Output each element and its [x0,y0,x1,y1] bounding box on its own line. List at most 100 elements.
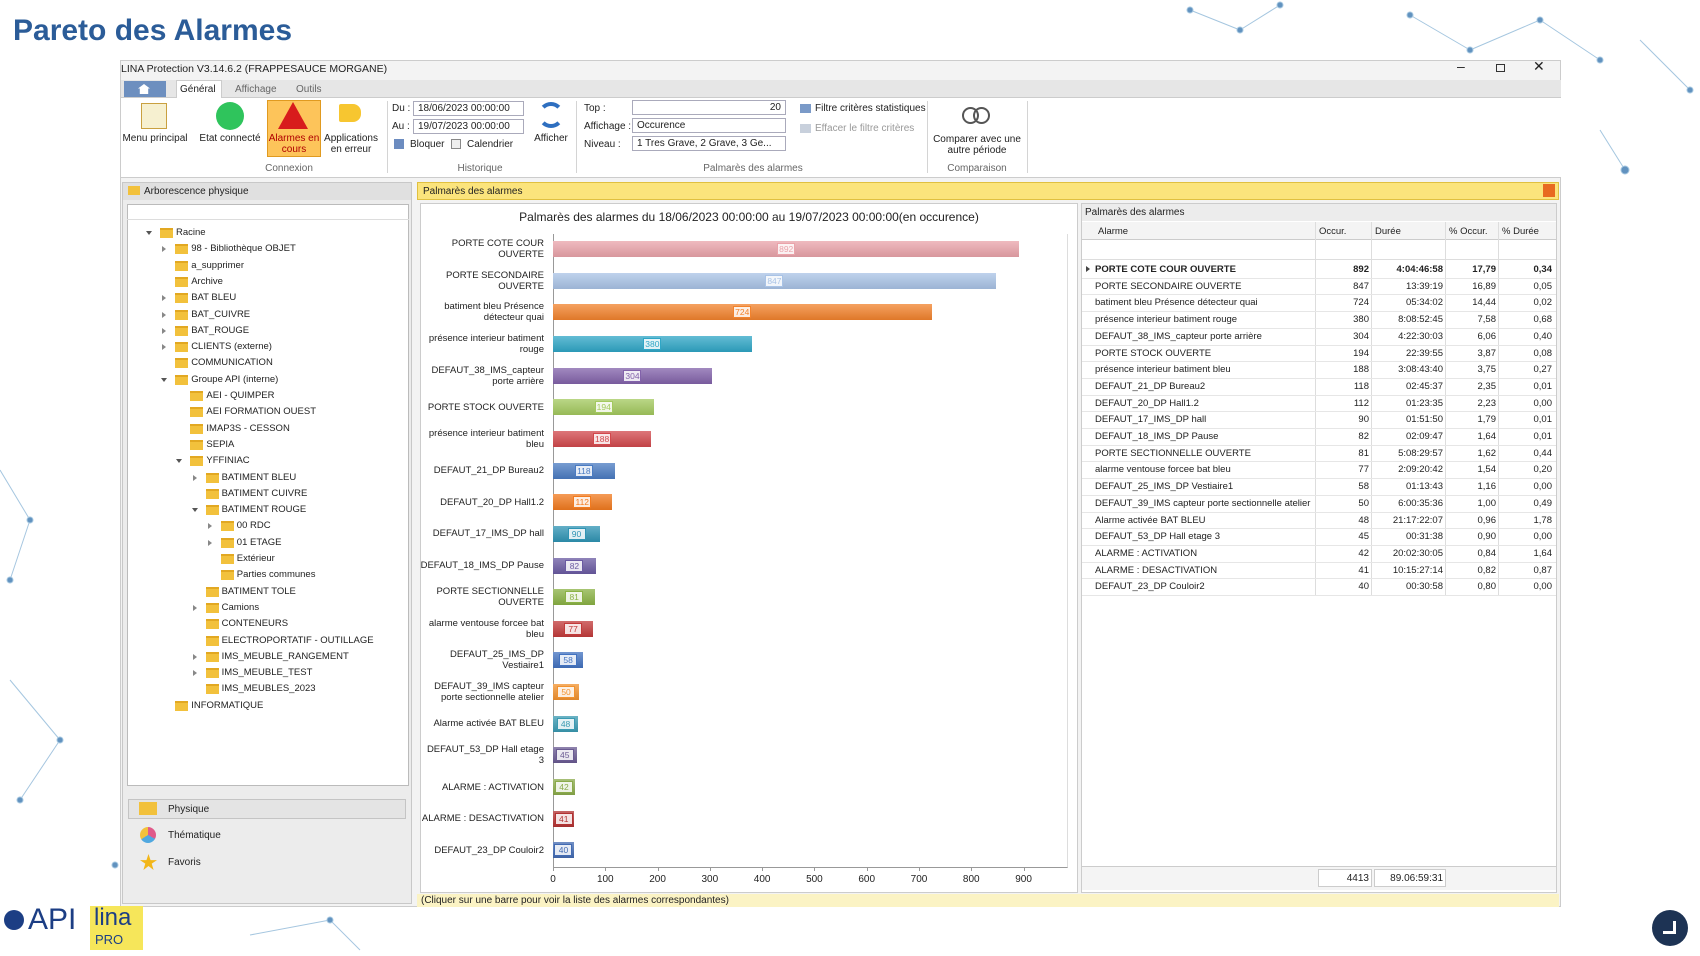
table-cell[interactable]: 1,64 [1533,547,1553,559]
export-icon[interactable] [1543,184,1555,197]
tree-node[interactable]: 00 RDC [236,520,271,532]
table-cell[interactable]: ALARME : DESACTIVATION [1095,564,1218,576]
nav-item[interactable]: Physique [168,804,210,815]
table-cell[interactable]: 0,40 [1533,330,1553,342]
table-cell[interactable]: 82 [1358,431,1369,442]
tree-expander[interactable] [162,344,167,351]
table-cell[interactable]: 0,05 [1533,280,1553,292]
table-cell[interactable]: PORTE SECONDAIRE OUVERTE [1095,280,1242,292]
table-cell[interactable]: 0,34 [1533,264,1553,275]
table-cell[interactable]: 42 [1358,547,1369,559]
column-header[interactable]: % Occur. [1449,226,1488,237]
table-cell[interactable]: 2:09:20:42 [1398,464,1443,476]
table-cell[interactable]: 6,06 [1477,330,1497,342]
table-cell[interactable]: présence interieur batiment rouge [1095,314,1238,326]
table-cell[interactable]: 81 [1358,447,1369,459]
tree-node[interactable]: 98 - Bibliothèque OBJET [191,243,296,255]
table-cell[interactable]: PORTE COTE COUR OUVERTE [1095,264,1236,275]
level-select[interactable]: 1 Tres Grave, 2 Grave, 3 Ge... [632,136,786,151]
table-cell[interactable]: 50 [1358,497,1369,509]
tree-node[interactable]: CONTENEURS [221,618,289,630]
table-cell[interactable]: 48 [1358,514,1369,526]
table-cell[interactable]: DEFAUT_39_IMS capteur porte sectionnelle… [1095,497,1311,509]
tree-expander[interactable] [191,508,198,513]
table-cell[interactable]: 0,00 [1533,531,1553,543]
tree-expander[interactable] [192,604,197,611]
column-header[interactable]: Durée [1375,226,1401,237]
tree-node[interactable]: BATIMENT TOLE [221,585,296,597]
tree-expander[interactable] [207,523,212,530]
table-cell[interactable]: 0,00 [1533,581,1553,593]
table-cell[interactable]: 0,80 [1477,581,1497,593]
column-header[interactable]: % Durée [1502,226,1539,237]
table-cell[interactable]: 7,58 [1477,314,1497,326]
table-cell[interactable]: 10:15:27:14 [1392,564,1443,576]
table-cell[interactable]: 77 [1358,464,1369,476]
ribbon-button[interactable]: Applications en erreur [324,133,378,155]
table-cell[interactable]: 2,23 [1477,397,1497,409]
table-cell[interactable]: 380 [1353,314,1369,326]
table-cell[interactable]: 0,90 [1477,531,1497,543]
table-cell[interactable]: batiment bleu Présence détecteur quai [1095,297,1258,309]
ribbon-button[interactable]: Alarmes en cours [268,133,320,155]
table-cell[interactable]: DEFAUT_38_IMS_capteur porte arrière [1095,330,1262,342]
tree-node[interactable]: AEI FORMATION OUEST [206,406,316,418]
table-cell[interactable]: 2,35 [1477,380,1497,392]
tree-expander[interactable] [192,653,197,660]
tree-expander[interactable] [162,295,167,302]
table-cell[interactable]: 02:09:47 [1406,431,1443,442]
nav-item[interactable]: Favoris [168,857,201,868]
tree-filter-row[interactable] [127,204,409,220]
tree-node[interactable]: IMAP3S - CESSON [206,422,290,434]
tree-node[interactable]: Groupe API (interne) [191,373,279,385]
close-button[interactable]: ✕ [1533,58,1545,74]
table-cell[interactable]: 1,54 [1477,464,1497,476]
table-cell[interactable]: 45 [1358,531,1369,543]
table-cell[interactable]: 0,02 [1533,297,1553,309]
tab[interactable]: Affichage [235,84,277,95]
tree-expander[interactable] [161,377,168,382]
table-cell[interactable]: 40 [1358,581,1369,593]
tab[interactable]: Outils [296,84,322,95]
table-cell[interactable]: 892 [1353,264,1369,275]
table-cell[interactable]: DEFAUT_23_DP Couloir2 [1095,581,1205,593]
table-cell[interactable]: DEFAUT_25_IMS_DP Vestiaire1 [1095,481,1234,493]
table-cell[interactable]: 01:51:50 [1406,414,1443,426]
tree-expander[interactable] [162,246,167,253]
table-cell[interactable]: 05:34:02 [1406,297,1443,309]
tree-expander[interactable] [192,474,197,481]
ribbon-button[interactable]: Filtre critères statistiques [815,103,926,114]
tree-node[interactable]: IMS_MEUBLE_TEST [221,667,313,679]
table-cell[interactable]: 188 [1353,364,1369,376]
table-cell[interactable]: 0,00 [1533,481,1553,493]
table-cell[interactable]: 8:08:52:45 [1398,314,1443,326]
tree-node[interactable]: YFFINIAC [206,455,250,467]
display-select[interactable]: Occurence [632,118,786,133]
tree-node[interactable]: IMS_MEUBLE_RANGEMENT [221,650,349,662]
tree-node[interactable]: AEI - QUIMPER [206,390,275,401]
tree-node[interactable]: Parties communes [236,569,316,581]
tree-expander[interactable] [162,311,167,318]
tree-node[interactable]: a_supprimer [191,259,244,271]
table-cell[interactable]: 0,20 [1533,464,1553,476]
table-cell[interactable]: 0,01 [1533,431,1553,442]
ribbon-button[interactable]: Bloquer [410,139,445,150]
table-cell[interactable]: 1,79 [1477,414,1497,426]
tree-node[interactable]: BAT_ROUGE [191,324,250,336]
table-cell[interactable]: 41 [1358,564,1369,576]
restore-button[interactable] [1496,64,1505,72]
table-cell[interactable]: 17,79 [1472,264,1496,275]
table-cell[interactable]: DEFAUT_21_DP Bureau2 [1095,380,1206,392]
tree-node[interactable]: Archive [191,275,223,287]
table-cell[interactable]: 1,64 [1477,431,1497,442]
table-cell[interactable]: 6:00:35:36 [1398,497,1443,509]
ribbon-button[interactable]: Afficher [534,133,568,144]
table-cell[interactable]: 14,44 [1472,297,1496,309]
table-cell[interactable]: PORTE STOCK OUVERTE [1095,347,1212,359]
tree-node[interactable]: BATIMENT CUIVRE [221,487,308,499]
table-cell[interactable]: 90 [1358,414,1369,426]
tree-node[interactable]: CLIENTS (externe) [191,341,272,353]
column-header[interactable]: Occur. [1319,226,1347,237]
ribbon-button[interactable]: Etat connecté [199,133,261,144]
table-cell[interactable]: 847 [1353,280,1369,292]
